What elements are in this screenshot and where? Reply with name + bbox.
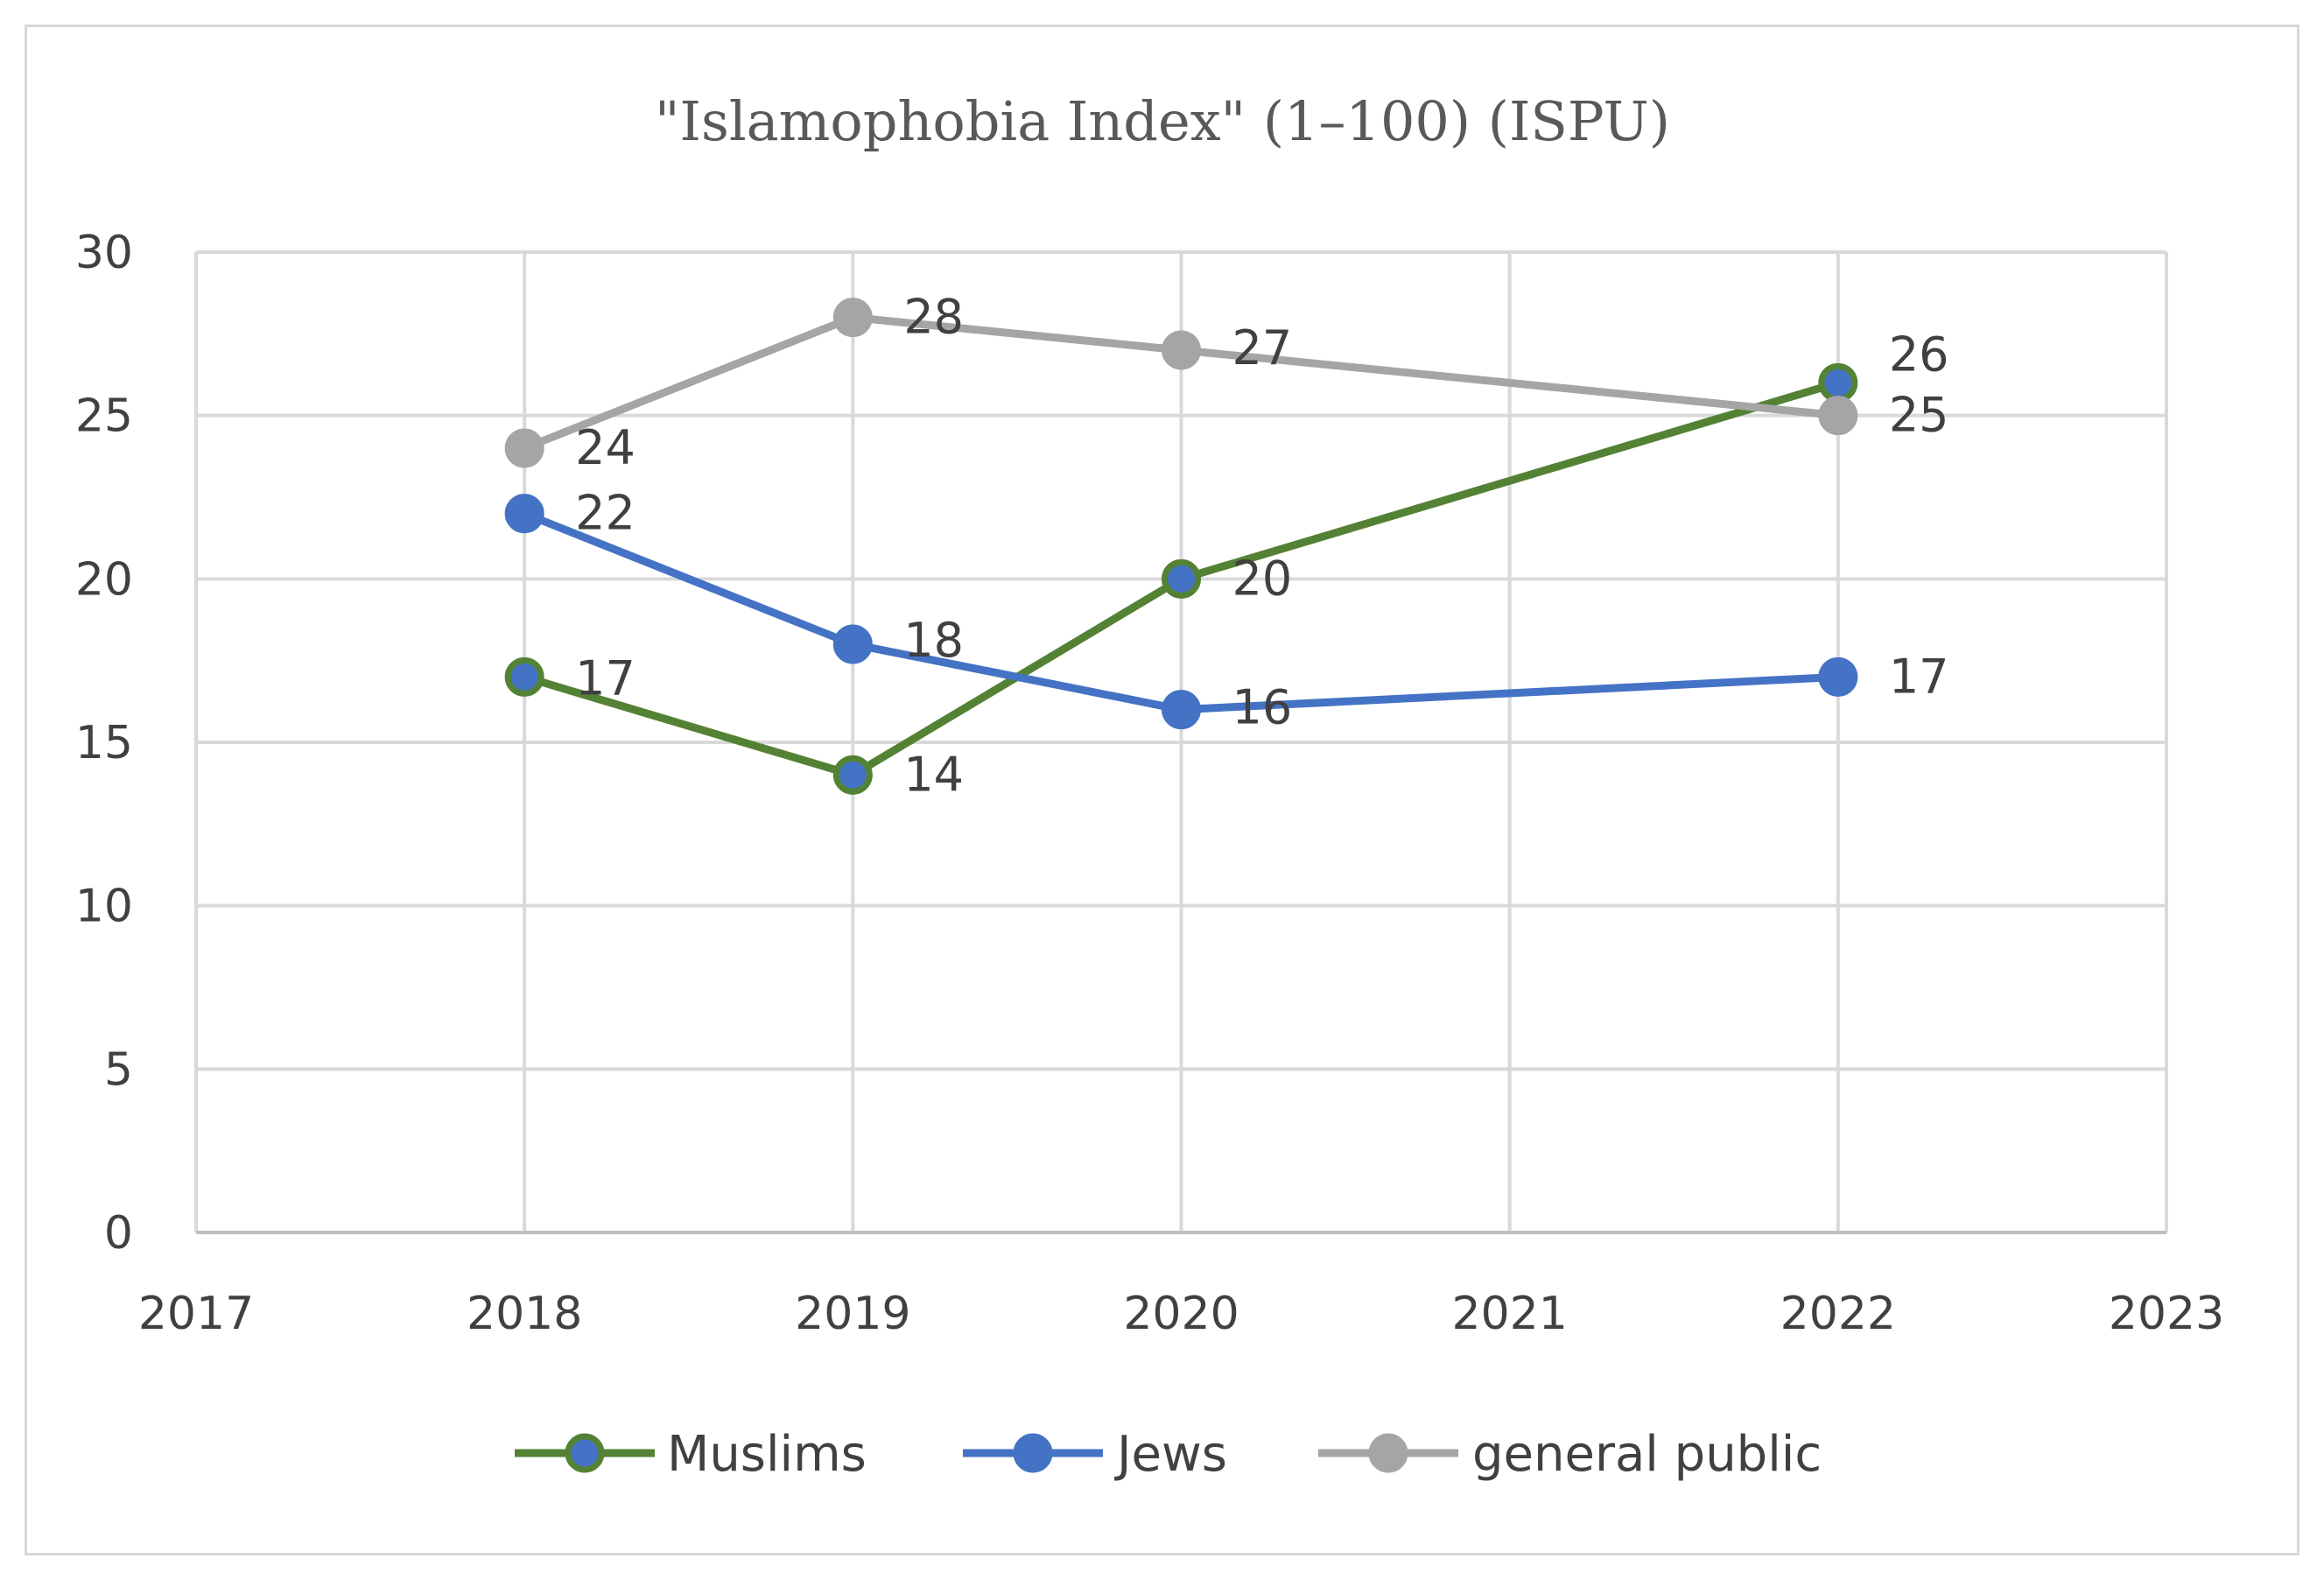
data-point	[1818, 657, 1858, 697]
x-tick-label: 2017	[138, 1288, 254, 1340]
data-label: 14	[903, 747, 964, 802]
x-tick-label: 2020	[1123, 1288, 1239, 1340]
data-point	[504, 494, 544, 534]
legend-label: Muslims	[667, 1426, 867, 1483]
data-label: 22	[575, 486, 635, 541]
legend-item: Muslims	[515, 1426, 867, 1483]
legend: Muslims Jews general public	[515, 1426, 1822, 1483]
x-tick-label: 2021	[1451, 1288, 1567, 1340]
y-tick-label: 5	[104, 1043, 133, 1096]
y-tick-label: 30	[75, 227, 133, 279]
y-tick-label: 20	[75, 553, 133, 606]
series-general-public	[504, 298, 1858, 468]
y-tick-label: 25	[75, 390, 133, 443]
data-label: 25	[1889, 388, 1949, 443]
data-label: 28	[903, 290, 964, 345]
x-tick-label: 2019	[795, 1288, 910, 1340]
data-point	[1162, 330, 1201, 370]
y-tick-label: 15	[75, 717, 133, 769]
data-label: 24	[575, 420, 635, 475]
data-label: 17	[575, 650, 635, 706]
x-tick-label: 2023	[2109, 1288, 2224, 1340]
chart-frame	[25, 25, 2299, 1555]
legend-marker	[1013, 1433, 1053, 1473]
data-label: 16	[1232, 680, 1293, 735]
x-tick-label: 2022	[1780, 1288, 1896, 1340]
y-tick-label: 0	[104, 1207, 133, 1260]
data-label: 17	[1889, 649, 1949, 704]
data-point	[832, 624, 873, 664]
legend-label: general public	[1472, 1426, 1822, 1483]
data-labels: 17 14 20 26 22 18 16 17 24 28 27 25	[575, 290, 1948, 803]
data-label: 18	[903, 613, 964, 668]
series-line	[520, 313, 1843, 453]
series-line	[520, 509, 1843, 714]
data-point	[1162, 690, 1201, 730]
data-point	[504, 428, 544, 468]
legend-item: Jews	[963, 1426, 1227, 1483]
x-tick-label: 2018	[467, 1288, 582, 1340]
legend-label: Jews	[1114, 1426, 1227, 1483]
grid	[194, 250, 2168, 1232]
data-point	[832, 298, 873, 338]
legend-item: general public	[1318, 1426, 1822, 1483]
legend-marker	[1368, 1433, 1408, 1473]
data-label: 26	[1889, 327, 1949, 382]
y-tick-label: 10	[75, 881, 133, 933]
chart-title: "Islamophobia Index" (1–100) (ISPU)	[655, 89, 1670, 153]
series	[504, 298, 1858, 795]
data-point	[832, 755, 873, 795]
data-point	[504, 657, 544, 697]
series-jews	[504, 494, 1858, 730]
data-point	[1818, 396, 1858, 436]
data-label: 27	[1232, 320, 1293, 376]
data-point	[1818, 362, 1858, 403]
data-label: 20	[1232, 551, 1293, 606]
legend-marker	[565, 1433, 605, 1473]
data-point	[1162, 558, 1201, 599]
